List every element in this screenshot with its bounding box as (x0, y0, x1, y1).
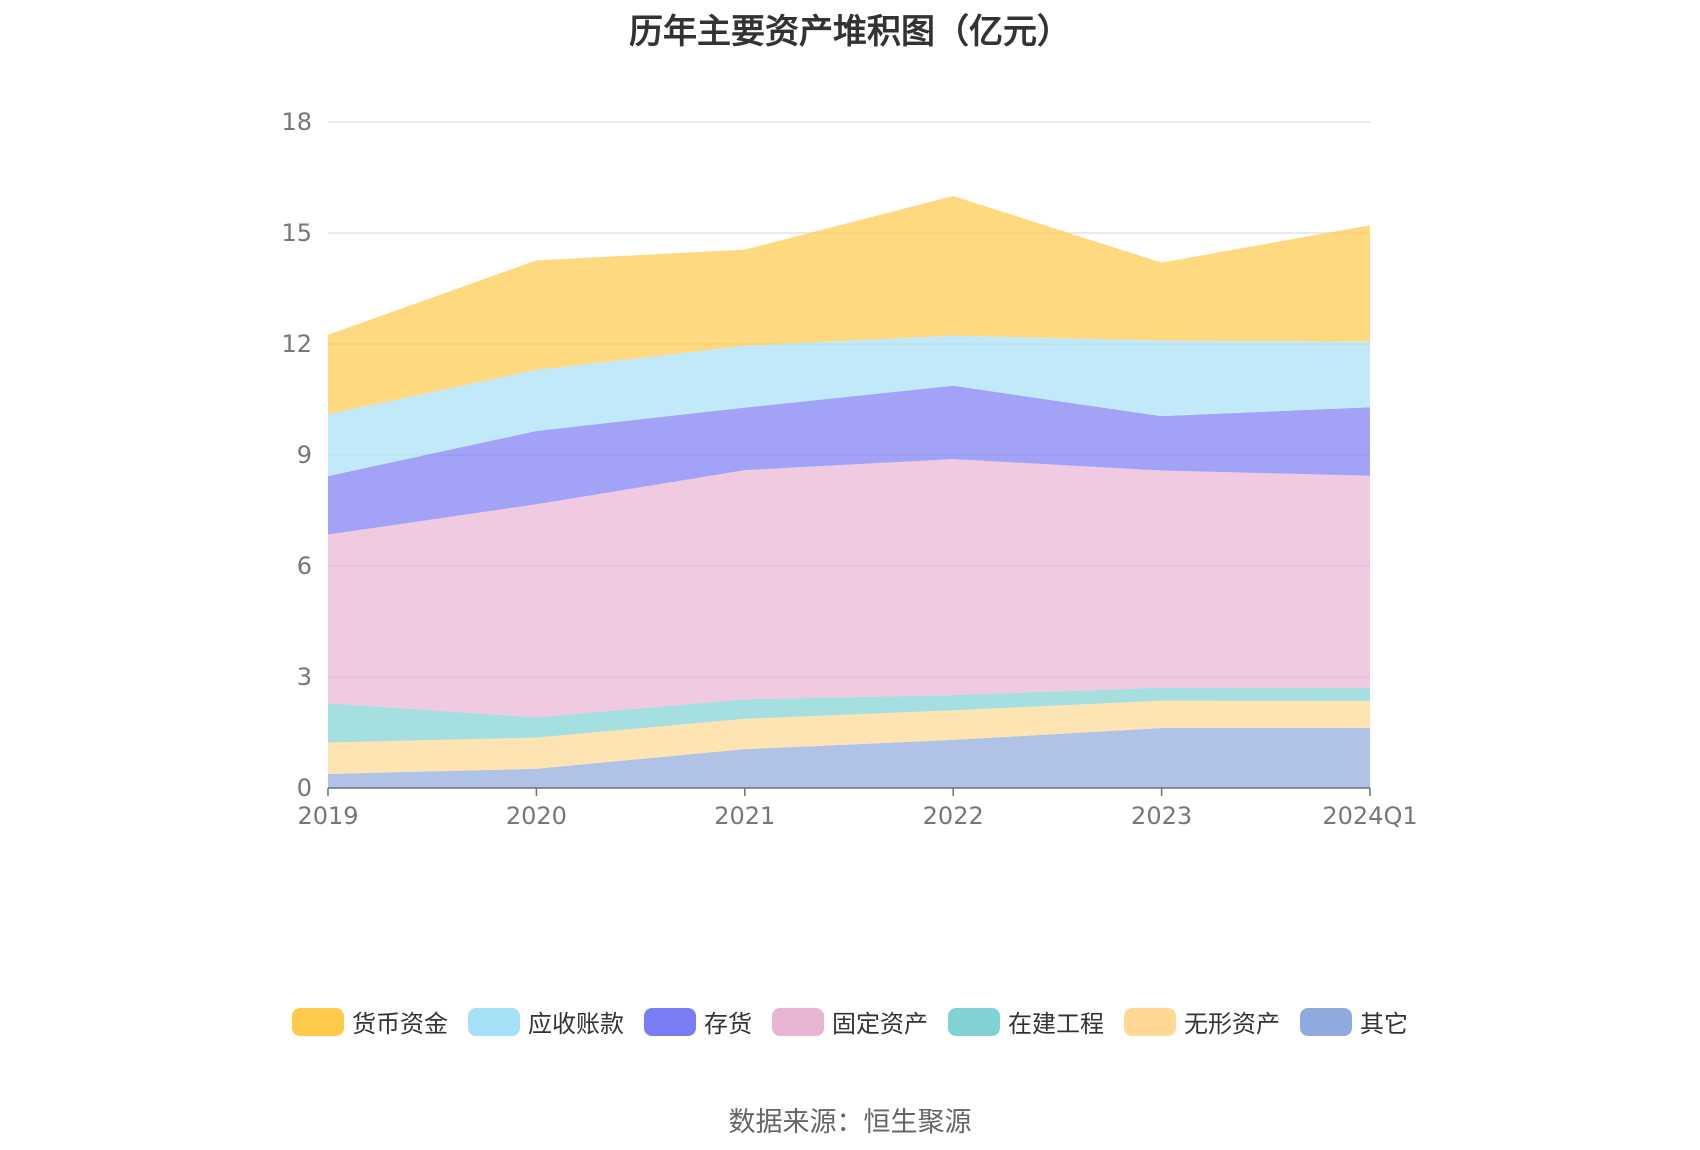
x-tick-label: 2023 (1131, 802, 1192, 830)
area-series-存货 (328, 385, 1370, 535)
legend-swatch (644, 1007, 696, 1036)
y-tick-label: 12 (281, 330, 312, 358)
legend: 货币资金 应收账款 存货 固定资产 在建工程 无形资产 其它 (0, 1004, 1700, 1039)
legend-swatch (1300, 1007, 1352, 1036)
y-tick-label: 0 (297, 774, 312, 802)
y-tick-label: 18 (281, 108, 312, 136)
area-series-在建工程 (328, 687, 1370, 743)
legend-label: 应收账款 (528, 1010, 624, 1038)
legend-item[interactable]: 固定资产 (772, 1004, 928, 1039)
x-tick-label: 2019 (297, 802, 358, 830)
legend-item[interactable]: 货币资金 (292, 1004, 448, 1039)
area-series-无形资产 (328, 700, 1370, 774)
legend-swatch (772, 1007, 824, 1036)
y-tick-label: 15 (281, 219, 312, 247)
legend-label: 无形资产 (1184, 1010, 1280, 1038)
y-tick-label: 6 (297, 552, 312, 580)
area-series-其它 (328, 728, 1370, 788)
legend-label: 存货 (704, 1010, 752, 1038)
legend-item[interactable]: 无形资产 (1124, 1004, 1280, 1039)
area-series-固定资产 (328, 459, 1370, 718)
legend-swatch (468, 1007, 520, 1036)
y-tick-label: 9 (297, 441, 312, 469)
x-tick-label: 2021 (714, 802, 775, 830)
legend-label: 固定资产 (832, 1010, 928, 1038)
x-axis (327, 787, 1371, 796)
legend-swatch (948, 1007, 1000, 1036)
legend-label: 在建工程 (1008, 1010, 1104, 1038)
source-note: 数据来源：恒生聚源 (728, 1107, 972, 1138)
x-axis-tick-labels: 2019 2020 2021 2022 2023 2024Q1 (297, 802, 1417, 830)
area-series-应收账款 (328, 335, 1370, 477)
area-series-货币资金 (328, 196, 1370, 415)
x-tick-label: 2020 (506, 802, 567, 830)
legend-swatch (1124, 1007, 1176, 1036)
legend-item[interactable]: 存货 (644, 1004, 752, 1039)
legend-label: 货币资金 (352, 1010, 448, 1038)
x-tick-label: 2022 (923, 802, 984, 830)
legend-item[interactable]: 在建工程 (948, 1004, 1104, 1039)
legend-item[interactable]: 应收账款 (468, 1004, 624, 1039)
x-tick-label: 2024Q1 (1322, 802, 1417, 830)
legend-label: 其它 (1360, 1010, 1408, 1038)
legend-item[interactable]: 其它 (1300, 1004, 1408, 1039)
y-tick-label: 3 (297, 663, 312, 691)
y-axis-tick-labels: 0 3 6 9 12 15 18 (281, 108, 312, 802)
area-series (328, 196, 1370, 788)
legend-swatch (292, 1007, 344, 1036)
chart-title: 历年主要资产堆积图（亿元） (629, 12, 1071, 52)
